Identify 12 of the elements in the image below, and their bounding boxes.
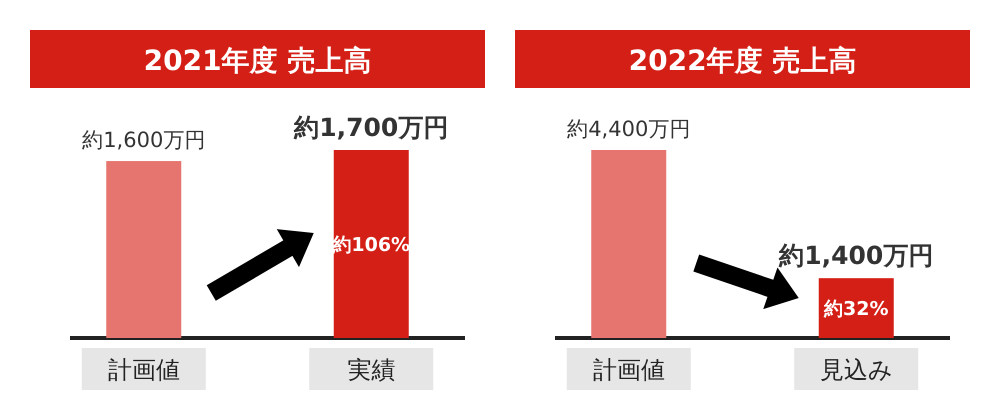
- data-label: 約4,400万円: [567, 117, 690, 141]
- data-label: 約1,700万円: [293, 113, 448, 142]
- data-label: 約1,400万円: [778, 241, 934, 270]
- chart-title: 2022年度 売上高: [628, 44, 856, 77]
- x-tick-label: 見込み: [820, 356, 893, 384]
- chart-title: 2021年度 売上高: [144, 44, 372, 77]
- data-label: 約1,600万円: [82, 128, 206, 152]
- x-tick-label: 計画値: [108, 356, 180, 384]
- annotation: 約106%: [331, 234, 410, 256]
- x-tick-label: 実績: [347, 356, 396, 384]
- annotation: 約32%: [823, 298, 888, 320]
- x-tick-label: 計画値: [592, 356, 665, 384]
